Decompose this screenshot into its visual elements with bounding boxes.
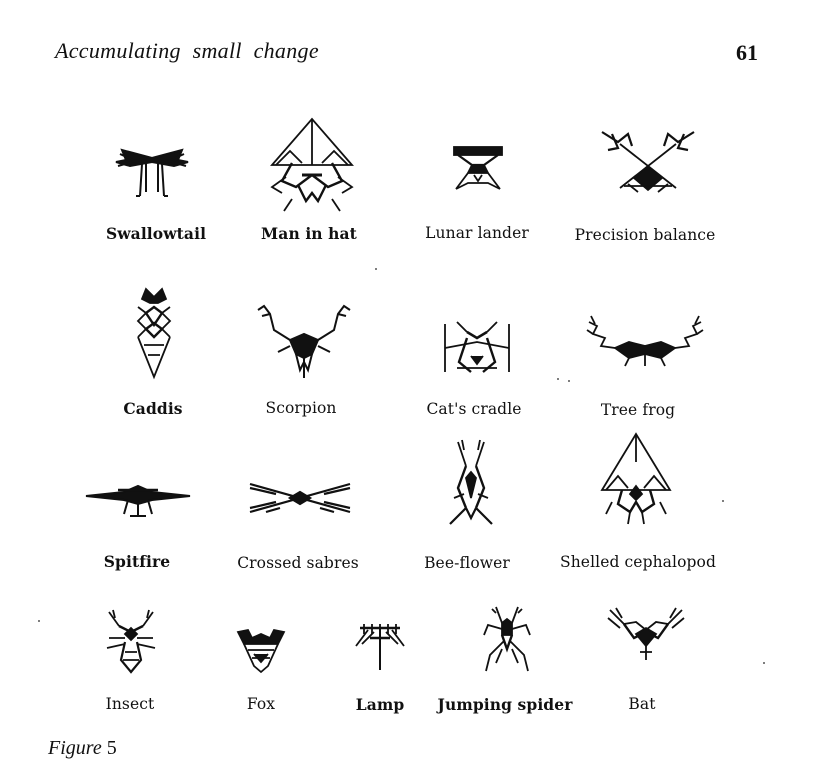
biomorph-label: Caddis [123,399,183,418]
print-speck [568,380,570,382]
jumping-spider-biomorph [480,605,534,675]
biomorph-label: Crossed sabres [237,554,359,572]
print-speck [375,268,377,270]
biomorph-label: Precision balance [574,226,716,244]
fox-biomorph [234,626,288,676]
biomorph-label: Jumping spider [437,695,573,714]
figure-caption: Figure 5 [48,737,117,760]
print-speck [763,662,765,664]
lunar-lander-biomorph [448,143,508,195]
biomorph-label: Spitfire [103,552,171,571]
caption-prefix: Figure [48,737,102,759]
crossed-sabres-biomorph [246,478,354,518]
insect-biomorph [103,608,159,676]
biomorph-label: Cat's cradle [426,400,522,418]
running-head: Accumulating small change [55,38,319,63]
biomorph-label: Tree frog [600,401,676,419]
biomorph-label: Lamp [355,695,405,714]
precision-balance-biomorph [598,128,698,198]
caption-number: 5 [106,737,117,759]
biomorph-label: Swallowtail [105,224,207,243]
lamp-biomorph [352,620,408,672]
swallowtail-biomorph [112,140,192,200]
cats-cradle-biomorph [437,318,517,378]
biomorph-label: Bat [628,695,656,713]
bat-biomorph [606,606,686,662]
shelled-cephalopod-biomorph [598,432,674,526]
man-in-hat-biomorph [262,115,362,215]
biomorph-label: Shelled cephalopod [560,553,716,571]
scorpion-biomorph [254,300,354,380]
biomorph-label: Scorpion [265,399,337,417]
biomorph-label: Insect [105,695,155,713]
biomorph-label: Bee-flower [424,554,510,572]
spitfire-biomorph [84,476,192,522]
biomorph-label: Lunar lander [425,224,529,242]
biomorph-label: Man in hat [261,224,357,243]
tree-frog-biomorph [585,312,705,370]
biomorph-label: Fox [246,695,276,713]
print-speck [722,500,724,502]
caddis-biomorph [124,285,184,380]
bee-flower-biomorph [444,438,498,530]
print-speck [557,378,559,380]
page-number: 61 [736,40,758,65]
print-speck [38,620,40,622]
